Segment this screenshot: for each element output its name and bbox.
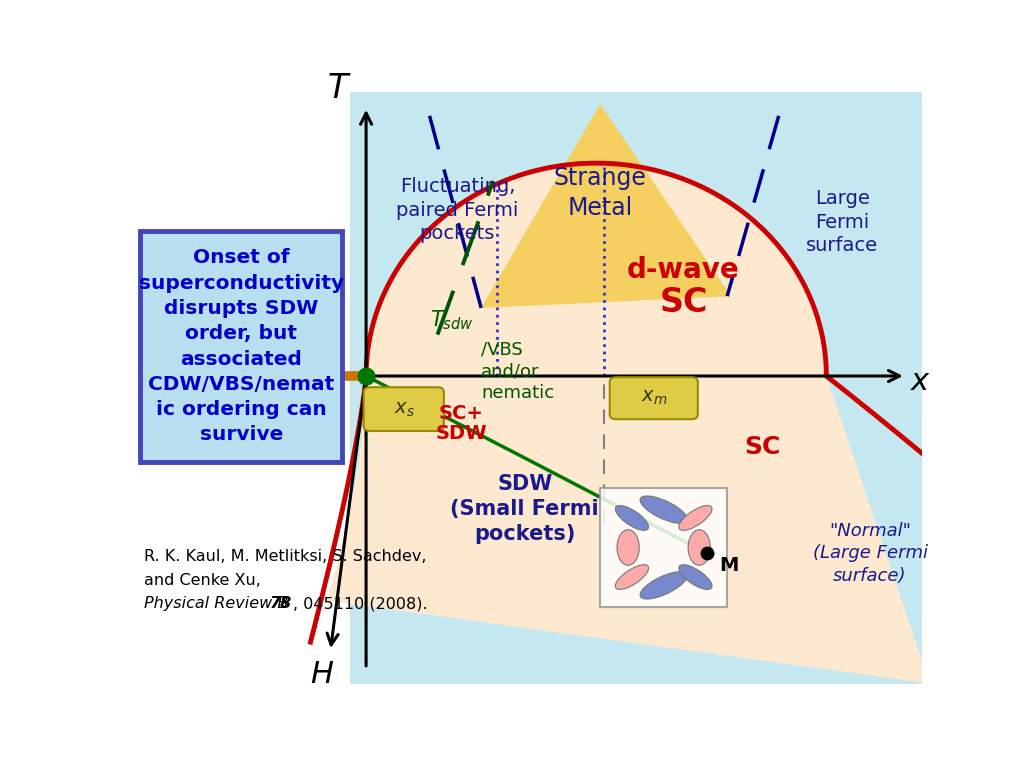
Text: SC: SC xyxy=(744,435,781,459)
Polygon shape xyxy=(327,376,930,684)
Text: , 045110 (2008).: , 045110 (2008). xyxy=(293,596,428,611)
Text: SDW
(Small Fermi
pockets): SDW (Small Fermi pockets) xyxy=(451,475,599,544)
Text: Physical Review B: Physical Review B xyxy=(143,596,293,611)
Text: R. K. Kaul, M. Metlitksi, S. Sachdev,: R. K. Kaul, M. Metlitksi, S. Sachdev, xyxy=(143,549,426,564)
FancyBboxPatch shape xyxy=(364,387,443,431)
Text: Fluctuating,
paired Fermi
pockets: Fluctuating, paired Fermi pockets xyxy=(396,177,518,243)
Text: $x_m$: $x_m$ xyxy=(641,389,668,407)
Ellipse shape xyxy=(688,530,711,565)
Polygon shape xyxy=(481,104,731,308)
Ellipse shape xyxy=(640,571,687,599)
FancyBboxPatch shape xyxy=(140,231,342,462)
Ellipse shape xyxy=(615,505,648,531)
FancyBboxPatch shape xyxy=(609,377,697,419)
Text: $x$: $x$ xyxy=(909,367,931,396)
Ellipse shape xyxy=(679,505,712,531)
Text: and Cenke Xu,: and Cenke Xu, xyxy=(143,572,261,588)
Text: SC: SC xyxy=(659,286,708,319)
Text: Large
Fermi
surface: Large Fermi surface xyxy=(806,189,879,255)
Ellipse shape xyxy=(640,496,687,523)
Text: $x_s$: $x_s$ xyxy=(394,399,415,419)
Polygon shape xyxy=(366,163,826,376)
Ellipse shape xyxy=(615,564,648,590)
Text: Onset of
superconductivity
disrupts SDW
order, but
associated
CDW/VBS/nemat
ic o: Onset of superconductivity disrupts SDW … xyxy=(139,248,344,445)
Text: SC+
SDW: SC+ SDW xyxy=(435,403,487,443)
Text: $T_{sdw}$: $T_{sdw}$ xyxy=(430,308,473,332)
Text: d-wave: d-wave xyxy=(627,256,740,283)
Polygon shape xyxy=(350,92,922,684)
Ellipse shape xyxy=(617,530,639,565)
Text: "Normal"
(Large Fermi
surface): "Normal" (Large Fermi surface) xyxy=(812,522,928,584)
FancyBboxPatch shape xyxy=(600,488,727,607)
Ellipse shape xyxy=(679,564,712,590)
Text: $T$: $T$ xyxy=(328,72,352,105)
Text: M: M xyxy=(719,556,738,575)
Text: Strange
Metal: Strange Metal xyxy=(554,166,646,220)
Text: 78: 78 xyxy=(269,596,292,611)
Text: /VBS
and/or
nematic: /VBS and/or nematic xyxy=(481,340,554,402)
Text: $H$: $H$ xyxy=(310,660,335,689)
